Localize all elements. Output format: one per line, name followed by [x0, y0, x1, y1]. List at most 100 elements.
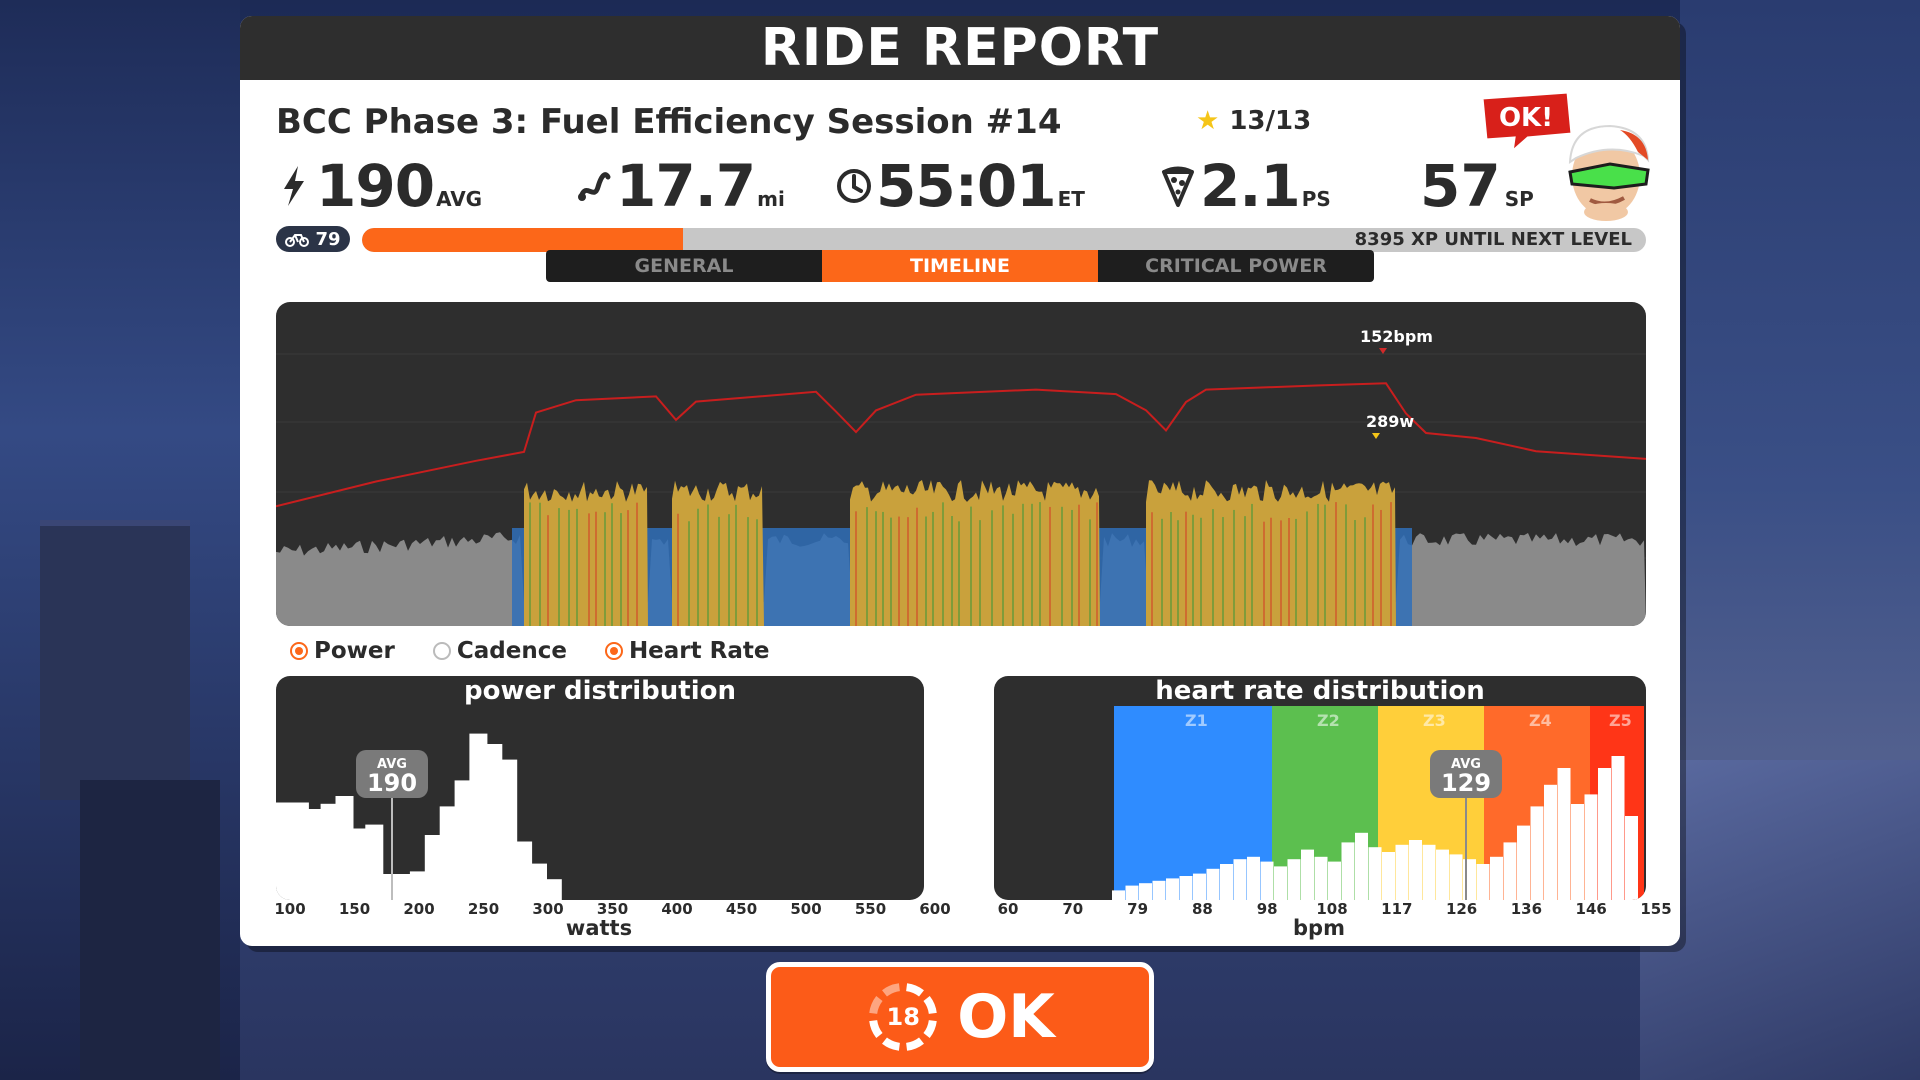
power-axis-tick: 300 — [532, 900, 564, 918]
legend-cadence[interactable]: Cadence — [432, 638, 567, 664]
legend-power[interactable]: Power — [290, 638, 395, 664]
power-axis-tick: 200 — [403, 900, 435, 918]
stat-sp: 57 SP — [1420, 152, 1534, 220]
legend-heart-rate[interactable]: Heart Rate — [604, 638, 769, 664]
power-distribution-bar — [514, 841, 533, 900]
countdown-segment — [882, 983, 901, 997]
power-value: 190 — [316, 152, 435, 220]
power-axis-title: watts — [565, 916, 633, 940]
legend-power-label: Power — [314, 638, 395, 664]
timeline-svg: 152bpm 289w — [276, 327, 1646, 626]
power-distribution-bar — [290, 802, 309, 900]
legend-cadence-label: Cadence — [456, 638, 567, 664]
lightning-icon — [284, 166, 304, 206]
power-axis-tick: 550 — [854, 900, 887, 918]
power-distribution-bar — [499, 759, 518, 900]
hr-distribution-bar — [1179, 876, 1193, 900]
report-tabs: GENERAL TIMELINE CRITICAL POWER — [546, 250, 1374, 282]
hr-zone-label: Z4 — [1529, 711, 1552, 730]
power-axis-tick: 600 — [919, 900, 951, 918]
hr-distribution-bar — [1409, 840, 1422, 900]
hr-distribution-bar — [1341, 842, 1355, 900]
star-icon: ★ — [1196, 106, 1220, 136]
power-axis-tick: 150 — [338, 900, 371, 918]
workout-name: BCC Phase 3: Fuel Efficiency Session #14 — [276, 102, 1062, 142]
hr-distribution-bar — [1503, 842, 1517, 900]
hr-distribution-bar — [1395, 844, 1409, 900]
power-distribution-bar — [439, 806, 458, 900]
power-unit: AVG — [436, 187, 483, 211]
hr-distribution-bar — [1233, 859, 1247, 900]
hr-avg-badge — [1430, 750, 1502, 798]
hr-distribution-bar — [1422, 844, 1436, 900]
hr-distribution-bar — [1247, 856, 1260, 900]
timeline-interval-block — [850, 480, 1100, 626]
hr-distribution-bar — [1517, 825, 1530, 900]
power-distribution-bar — [320, 803, 339, 900]
hr-distribution-title: heart rate distribution — [1155, 676, 1485, 706]
stat-distance: 17.7 mi — [576, 152, 785, 220]
hr-distribution-bar — [1206, 868, 1220, 900]
stat-power: 190 AVG — [276, 152, 482, 220]
hr-distribution-bar — [1544, 784, 1557, 900]
hr-distribution-bar — [1571, 804, 1584, 900]
tab-critical-power[interactable]: CRITICAL POWER — [1098, 250, 1374, 282]
level-number: 79 — [315, 228, 341, 250]
tab-general[interactable]: GENERAL — [546, 250, 822, 282]
power-radio[interactable] — [290, 642, 308, 660]
hr-distribution-bar — [1166, 878, 1179, 900]
countdown-segment — [906, 1037, 925, 1051]
power-distribution-bar — [395, 874, 413, 900]
ok-button[interactable]: 18 OK — [766, 962, 1154, 1072]
tab-timeline[interactable]: TIMELINE — [822, 250, 1098, 282]
hr-axis-tick: 146 — [1575, 900, 1607, 918]
distance-value: 17.7 — [616, 152, 756, 220]
cadence-radio[interactable] — [432, 642, 451, 660]
power-distribution-bar — [454, 780, 473, 900]
countdown-segment — [906, 983, 925, 997]
power-distribution-bar — [350, 828, 369, 900]
hr-distribution-bar — [1125, 885, 1139, 900]
heart-rate-radio[interactable] — [604, 642, 623, 660]
hr-distribution-bar — [1328, 861, 1341, 900]
hr-distribution-bar — [1139, 883, 1152, 900]
stars-count: 13/13 — [1229, 106, 1312, 136]
power-distribution-bar — [276, 802, 294, 900]
ride-report-panel: RIDE REPORT BCC Phase 3: Fuel Efficiency… — [240, 16, 1680, 946]
hr-distribution-bar — [1611, 756, 1625, 900]
countdown-segment — [869, 1019, 883, 1038]
stat-pizza: 2.1 PS — [1160, 152, 1331, 220]
hr-distribution-bar — [1557, 768, 1571, 900]
power-distribution-bar — [424, 835, 443, 900]
hr-distribution-svg: Z1 Z2 Z3 Z4 Z5 AVG 129 — [1112, 706, 1644, 900]
workout-stars: ★ 13/13 — [1196, 106, 1311, 136]
hr-zone-label: Z1 — [1185, 711, 1208, 730]
power-peak-marker — [1372, 433, 1380, 439]
hr-axis-tick: 70 — [1062, 900, 1084, 918]
power-axis-tick: 400 — [661, 900, 693, 918]
hr-axis-tick: 126 — [1445, 900, 1478, 918]
timeline-heart-rate-line — [276, 382, 1646, 508]
hr-distribution-bar — [1287, 859, 1301, 900]
bicycle-icon — [285, 234, 310, 247]
hr-axis-tick: 108 — [1316, 900, 1348, 918]
countdown-ring-icon — [869, 983, 938, 1051]
hr-avg-label: AVG — [1451, 757, 1481, 772]
ok-bubble-text: OK! — [1499, 103, 1553, 133]
hr-axis-tick: 60 — [997, 900, 1019, 918]
hr-distribution-bar — [1152, 880, 1166, 900]
power-axis-tick: 350 — [596, 900, 629, 918]
hr-distribution-bar — [1625, 816, 1638, 900]
panel-title: RIDE REPORT — [760, 18, 1160, 78]
time-unit: ET — [1057, 187, 1085, 211]
ok-speech-bubble: OK! — [1480, 90, 1574, 154]
power-distribution-bar — [380, 874, 399, 900]
countdown-number: 18 — [886, 1003, 920, 1031]
hr-distribution-bar — [1112, 890, 1125, 900]
hr-distribution-bar — [1274, 866, 1287, 900]
countdown-segment — [882, 1037, 901, 1051]
power-avg-label: AVG — [377, 757, 407, 772]
power-axis-tick: 250 — [467, 900, 500, 918]
hr-axis-tick: 155 — [1640, 900, 1672, 918]
hr-axis-tick: 98 — [1256, 900, 1278, 918]
